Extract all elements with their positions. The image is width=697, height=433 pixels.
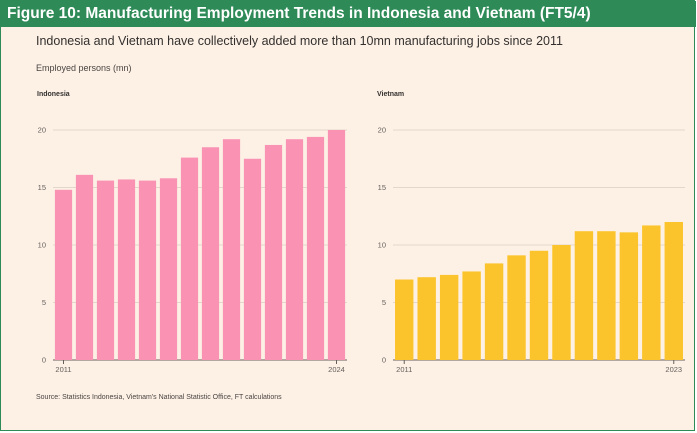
indonesia-y-tick-label: 5 [42,298,46,307]
indonesia-y-tick-label: 15 [38,183,46,192]
vietnam-x-tick-label-start: 2011 [396,365,412,374]
vietnam-bar-2023 [664,222,683,360]
vietnam-bar-2019 [574,231,594,360]
vietnam-y-tick-label: 5 [382,298,386,307]
vietnam-bar-2012 [417,277,436,360]
vietnam-bar-2021 [619,232,639,360]
indonesia-y-tick-label: 0 [42,356,46,365]
indonesia-bar-2023 [306,136,325,360]
indonesia-bar-2020 [243,158,262,360]
indonesia-bar-2024 [327,130,346,360]
vietnam-bar-2018 [552,245,571,360]
indonesia-y-tick-label: 10 [38,241,46,250]
vietnam-bar-2014 [462,271,481,360]
chart-subtitle: Indonesia and Vietnam have collectively … [36,34,563,48]
source-note: Source: Statistics Indonesia, Vietnam's … [36,394,282,401]
unit-label: Employed persons (mn) [36,63,132,73]
vietnam-bar-2017 [529,250,549,360]
indonesia-bar-2022 [285,139,304,360]
vietnam-bar-2011 [395,279,414,360]
vietnam-x-tick-label-end: 2023 [665,365,682,374]
indonesia-bar-2012 [75,174,94,360]
indonesia-bar-2011 [54,189,73,360]
figure-banner-title: Figure 10: Manufacturing Employment Tren… [1,1,696,27]
vietnam-panel-title: Vietnam [377,91,404,98]
indonesia-bar-2021 [264,144,283,360]
indonesia-bar-2019 [222,139,241,360]
indonesia-bar-2017 [180,157,199,360]
indonesia-bar-2013 [96,180,115,360]
vietnam-y-tick-label: 15 [378,183,386,192]
indonesia-y-tick-label: 20 [38,126,46,135]
vietnam-y-tick-label: 10 [378,241,386,250]
vietnam-bar-2016 [507,255,526,360]
vietnam-bar-2015 [484,263,504,360]
indonesia-x-tick-label-end: 2024 [328,365,345,374]
indonesia-chart: Indonesia 0 5 10 15 20 2011 2024 [37,91,347,374]
indonesia-x-tick-label-start: 2011 [55,365,71,374]
vietnam-chart: Vietnam 0 5 10 15 20 2011 2023 [377,91,685,374]
vietnam-bar-2020 [597,231,616,360]
vietnam-y-tick-label: 20 [378,126,386,135]
vietnam-bar-2013 [439,274,459,360]
indonesia-bar-2014 [117,179,136,360]
vietnam-bar-2022 [642,225,661,360]
indonesia-panel-title: Indonesia [37,91,70,98]
indonesia-bar-2016 [159,178,178,360]
vietnam-y-tick-label: 0 [382,356,386,365]
indonesia-bar-2018 [201,147,220,360]
indonesia-bar-2015 [138,180,157,360]
